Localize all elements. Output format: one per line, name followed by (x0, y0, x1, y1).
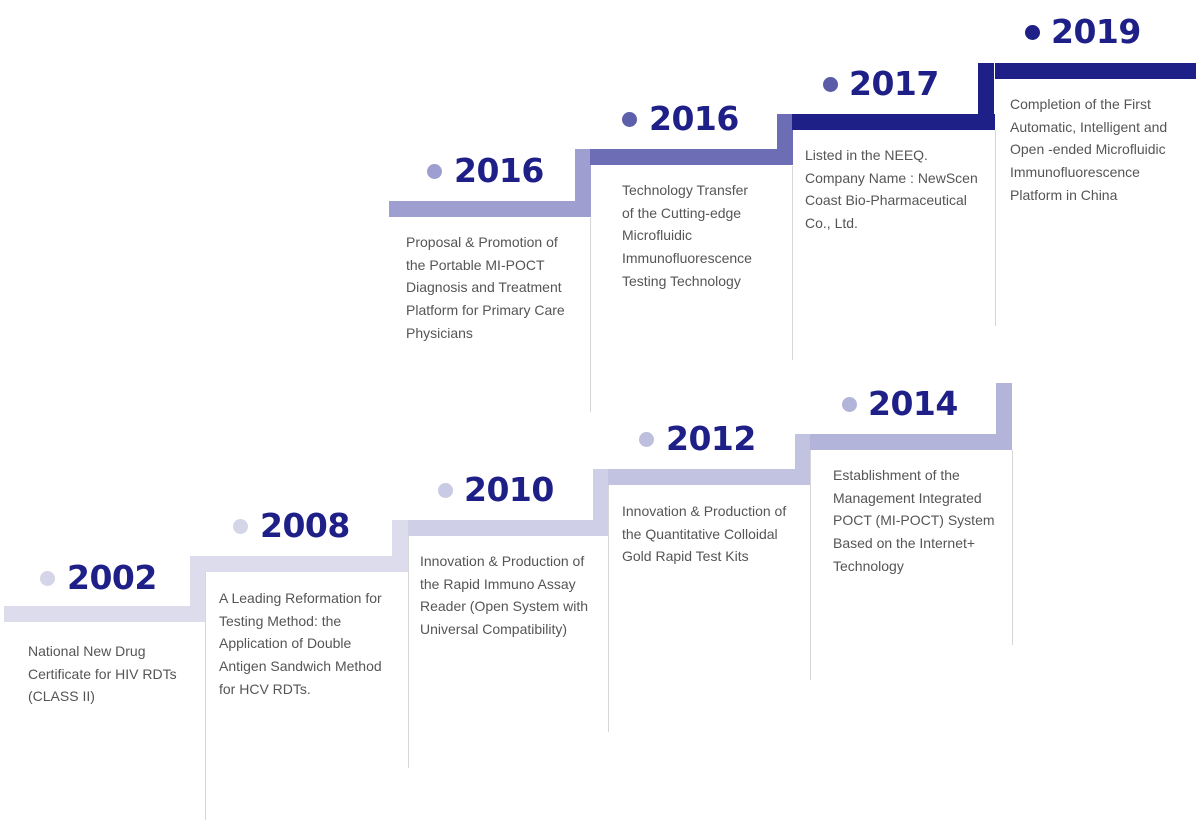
milestone-description: Innovation & Production of the Quantitati… (622, 500, 786, 568)
description-line: Based on the Internet+ (833, 535, 976, 552)
description-line: Proposal & Promotion of (406, 234, 558, 250)
milestone-description: Completion of the First Automatic, Intell… (1010, 93, 1167, 207)
step-bar (792, 114, 995, 130)
step-bar (995, 63, 1196, 79)
description-line: Microfluidic (622, 227, 693, 244)
milestone-year: 2012 (666, 419, 756, 458)
description-line: Technology (833, 557, 904, 574)
step-riser (777, 114, 793, 165)
description-line: Innovation & Production of (420, 553, 585, 569)
milestone-description: Innovation & Production of the Rapid Immu… (420, 550, 588, 641)
divider-line (608, 486, 609, 732)
description-line: Gold Rapid Test Kits (622, 548, 749, 565)
description-line: Innovation & Production of (622, 503, 787, 519)
milestone-dot-icon (842, 397, 857, 412)
step-riser (575, 149, 591, 217)
description-line: Platform in China (1010, 186, 1118, 203)
description-line: Automatic, Intelligent and (1010, 118, 1168, 135)
milestone-description: A Leading Reformation for Testing Method:… (219, 587, 382, 701)
description-line: National New Drug (28, 643, 146, 659)
milestone-year: 2019 (1051, 12, 1141, 51)
divider-line (205, 572, 206, 820)
description-line: Reader (Open System with (420, 598, 589, 615)
divider-line (810, 450, 811, 680)
description-line: Diagnosis and Treatment (406, 279, 562, 296)
milestone-year: 2002 (67, 558, 157, 597)
description-line: Establishment of the (833, 467, 960, 483)
description-line: Physicians (406, 324, 473, 341)
step-riser (795, 434, 811, 485)
step-riser (593, 469, 609, 536)
milestone-description: Proposal & Promotion of the Portable MI-P… (406, 231, 565, 345)
description-line: Certificate for HIV RDTs (28, 665, 177, 682)
step-riser (978, 63, 994, 130)
description-line: Immunofluorescence (1010, 164, 1140, 181)
description-line: Testing Method: the (219, 612, 342, 629)
description-line: Application of Double (219, 635, 352, 652)
milestone-year: 2010 (464, 470, 554, 509)
description-line: Company Name : NewScen (805, 169, 978, 186)
step-bar (389, 201, 590, 217)
milestone-year: 2016 (454, 151, 544, 190)
description-line: Co., Ltd. (805, 215, 858, 232)
milestone-description: Listed in the NEEQ. Company Name : NewSce… (805, 144, 978, 235)
step-bar (608, 469, 810, 485)
step-riser (392, 520, 408, 572)
milestone-year: 2017 (849, 64, 939, 103)
description-line: of the Cutting-edge (622, 204, 742, 221)
description-line: the Rapid Immuno Assay (420, 575, 576, 592)
milestone-dot-icon (438, 483, 453, 498)
description-line: Testing Technology (622, 272, 741, 289)
description-line: Antigen Sandwich Method (219, 658, 382, 675)
description-line: for HCV RDTs. (219, 680, 311, 697)
divider-line (408, 536, 409, 768)
milestone-year: 2008 (260, 506, 350, 545)
description-line: POCT (MI-POCT) System (833, 512, 995, 529)
milestone-dot-icon (622, 112, 637, 127)
divider-line (1012, 450, 1013, 645)
milestone-dot-icon (40, 571, 55, 586)
milestone-description: Establishment of the Management Integrate… (833, 464, 995, 578)
description-line: A Leading Reformation for (219, 590, 382, 606)
description-line: Technology Transfer (622, 182, 749, 198)
step-bar (408, 520, 608, 536)
milestone-dot-icon (639, 432, 654, 447)
milestone-dot-icon (233, 519, 248, 534)
milestone-year: 2014 (868, 384, 958, 423)
description-line: Coast Bio-Pharmaceutical (805, 192, 967, 209)
description-line: the Portable MI-POCT (406, 256, 545, 273)
step-bar (810, 434, 1012, 450)
description-line: Immunofluorescence (622, 250, 752, 267)
step-bar (205, 556, 408, 572)
step-riser (190, 556, 206, 622)
milestone-dot-icon (427, 164, 442, 179)
step-bar (4, 606, 205, 622)
milestone-year: 2016 (649, 99, 739, 138)
milestone-dot-icon (823, 77, 838, 92)
description-line: Completion of the First (1010, 96, 1151, 112)
milestone-description: Technology Transfer of the Cutting-edge Mi… (622, 179, 752, 293)
step-riser (996, 383, 1012, 450)
divider-line (792, 166, 793, 360)
description-line: the Quantitative Colloidal (622, 525, 778, 542)
divider-line (590, 218, 591, 412)
step-bar (590, 149, 792, 165)
description-line: Management Integrated (833, 489, 982, 506)
description-line: Universal Compatibility) (420, 621, 568, 638)
milestone-description: National New Drug Certificate for HIV RDT… (28, 640, 177, 708)
description-line: Open -ended Microfluidic (1010, 141, 1166, 158)
description-line: Listed in the NEEQ. (805, 147, 928, 163)
divider-line (995, 130, 996, 326)
description-line: Platform for Primary Care (406, 302, 565, 319)
milestone-dot-icon (1025, 25, 1040, 40)
description-line: (CLASS II) (28, 688, 95, 705)
